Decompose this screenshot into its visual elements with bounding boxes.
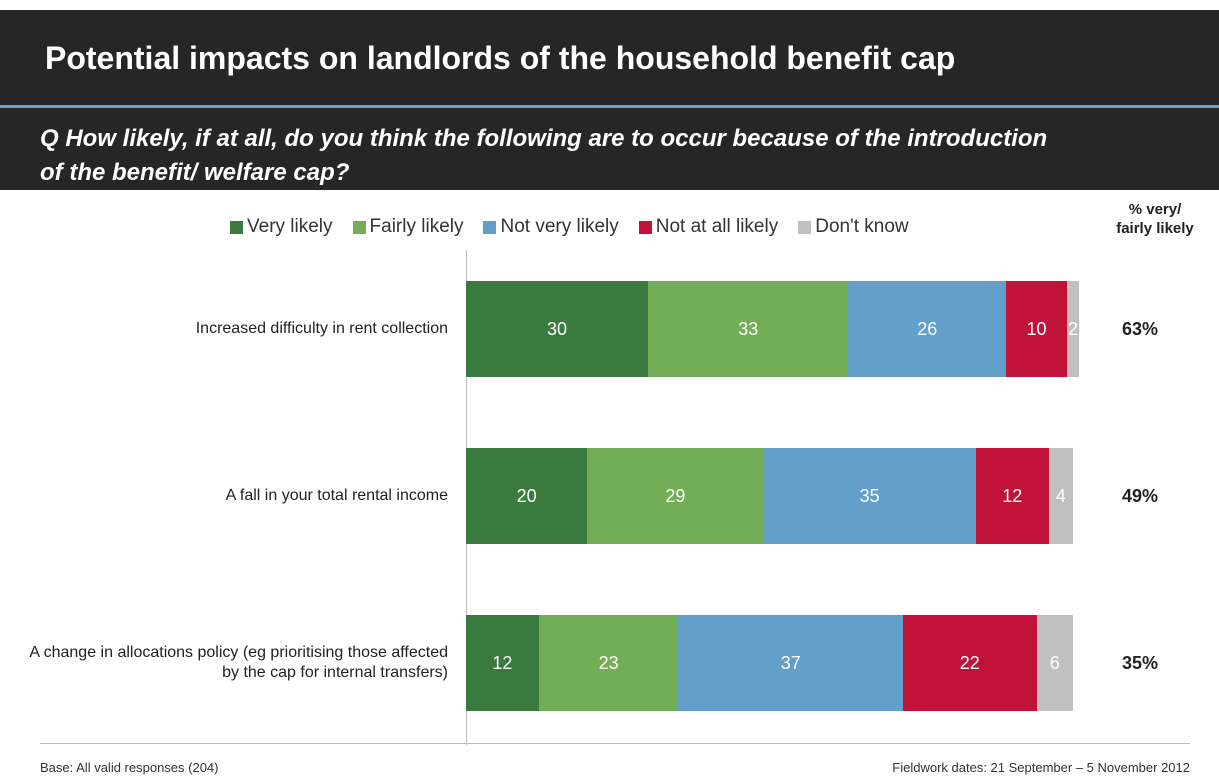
- footer-fieldwork: Fieldwork dates: 21 September – 5 Novemb…: [892, 760, 1190, 775]
- data-label: 26: [917, 318, 938, 339]
- legend-swatch: [230, 220, 243, 234]
- data-label: 35: [859, 485, 880, 506]
- data-label: 6: [1049, 652, 1060, 673]
- bar-segment: 29: [587, 448, 764, 544]
- net-value: 35%: [1121, 652, 1159, 673]
- net-value: 63%: [1121, 318, 1159, 339]
- bar-segment: 4: [1048, 448, 1073, 544]
- category-label: A change in allocations policy (eg prior…: [29, 644, 448, 681]
- data-label: 37: [780, 652, 801, 673]
- title: Potential impacts on landlords of the ho…: [45, 40, 956, 76]
- legend-label: Very likely: [247, 216, 333, 237]
- legend-item: Very likely: [230, 216, 333, 238]
- header-rule: [0, 105, 1219, 108]
- legend-label: Don't know: [815, 216, 909, 237]
- bar-segment: 37: [678, 615, 904, 711]
- bar-segment: 12: [466, 615, 539, 711]
- legend-item: Not very likely: [483, 216, 619, 238]
- legend-item: Don't know: [798, 216, 909, 238]
- bar-segment: 33: [648, 281, 849, 377]
- net-value: 49%: [1121, 485, 1159, 506]
- legend-item: Fairly likely: [352, 216, 464, 238]
- category-label: A fall in your total rental income: [225, 487, 448, 504]
- net-header: % very/ fairly likely: [1116, 201, 1194, 237]
- bar-segment: 35: [763, 448, 976, 544]
- legend-swatch: [352, 220, 366, 234]
- bar-segment: 12: [975, 448, 1049, 544]
- bar-segment: 30: [466, 281, 649, 377]
- bar-segment: 10: [1006, 281, 1067, 377]
- bar-segment: 23: [538, 615, 679, 711]
- legend-item: Not at all likely: [638, 216, 779, 238]
- data-label: 20: [516, 485, 537, 506]
- data-label: 12: [1002, 485, 1023, 506]
- bar-segment: 20: [466, 448, 588, 544]
- data-label: 22: [959, 652, 980, 673]
- data-label: 4: [1055, 485, 1066, 506]
- data-label: 23: [598, 652, 619, 673]
- legend-swatch: [798, 220, 812, 234]
- footer-rule: [40, 743, 1190, 744]
- bar-segment: 2: [1066, 281, 1080, 377]
- data-label: 29: [665, 485, 686, 506]
- legend-swatch: [483, 220, 497, 234]
- footer-base: Base: All valid responses (204): [40, 760, 219, 775]
- data-label: 12: [492, 652, 513, 673]
- data-label: 10: [1026, 318, 1047, 339]
- legend-label: Fairly likely: [369, 216, 464, 237]
- legend-swatch: [638, 220, 652, 234]
- bar-segment: 6: [1036, 615, 1073, 711]
- header-band: [0, 10, 1219, 190]
- category-label: Increased difficulty in rent collection: [195, 320, 448, 337]
- data-label: 2: [1067, 318, 1078, 339]
- data-label: 30: [547, 318, 568, 339]
- data-label: 33: [738, 318, 759, 339]
- legend-label: Not very likely: [500, 216, 619, 237]
- subtitle: Q How likely, if at all, do you think th…: [40, 125, 1048, 186]
- bar-segment: 26: [848, 281, 1007, 377]
- bar-segment: 22: [903, 615, 1037, 711]
- legend: Very likely Fairly likely Not very likely N…: [230, 216, 909, 238]
- legend-label: Not at all likely: [655, 216, 779, 237]
